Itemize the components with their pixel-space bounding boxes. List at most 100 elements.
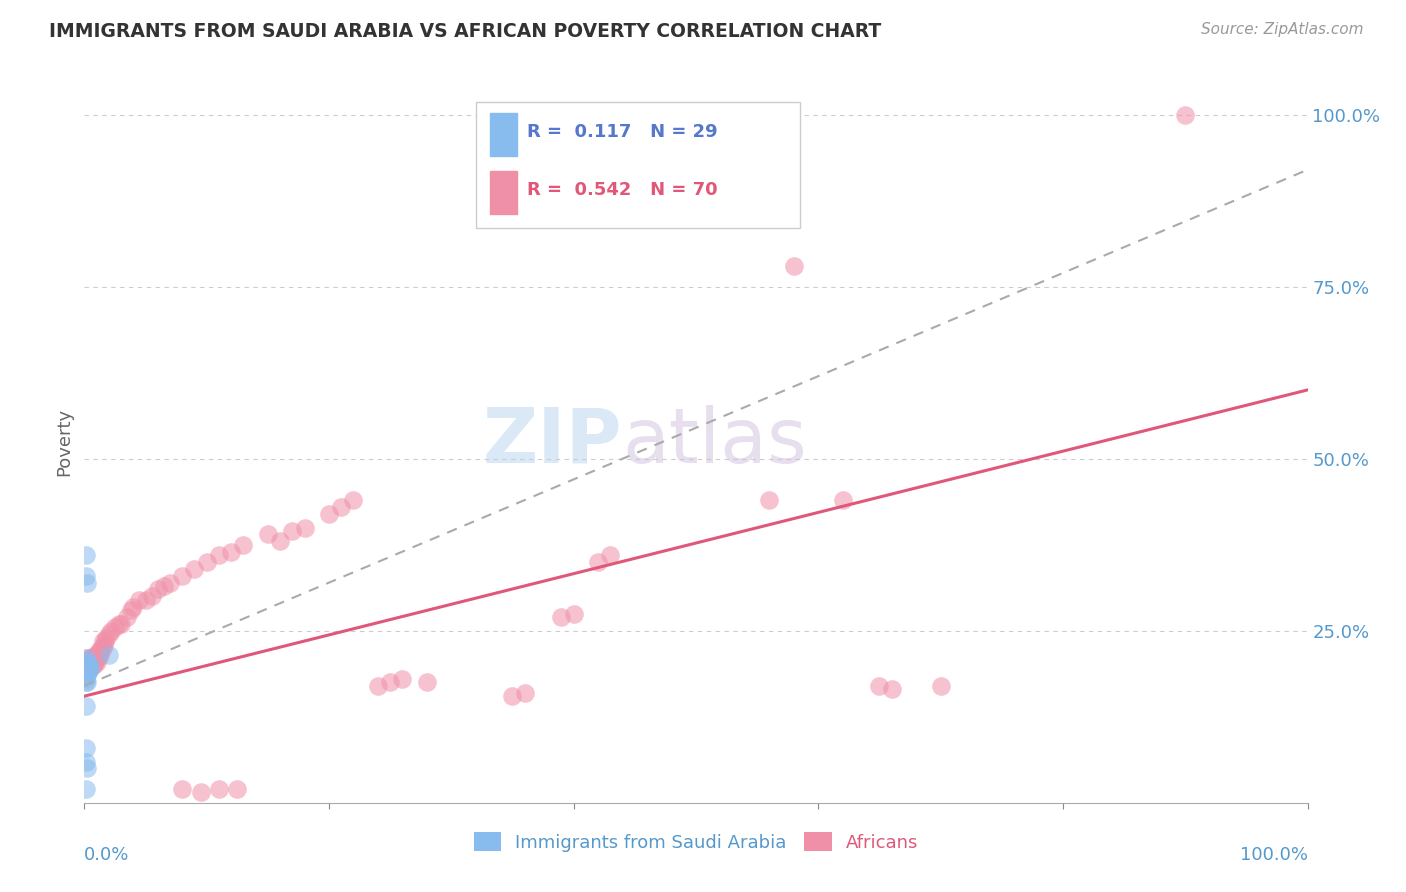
FancyBboxPatch shape [475,102,800,228]
Point [77,658,100,673]
Point [208,782,231,797]
Point [75,651,97,665]
Point [76,662,98,676]
Point [93,638,115,652]
Point [75,740,97,755]
Point [107,616,129,631]
Point [1174,108,1197,122]
Text: ZIP: ZIP [484,405,623,478]
Point [232,538,254,552]
Point [87,648,110,662]
Point [84,655,107,669]
Point [76,761,98,775]
Point [79,662,101,676]
Text: 0.0%: 0.0% [84,847,129,864]
Point [76,668,98,682]
Point [294,520,316,534]
Point [550,610,572,624]
Y-axis label: Poverty: Poverty [55,408,73,475]
Point [76,658,98,673]
Point [97,627,120,641]
Point [141,590,163,604]
Point [75,665,97,679]
Text: Source: ZipAtlas.com: Source: ZipAtlas.com [1201,22,1364,37]
Point [122,599,145,614]
Point [104,620,127,634]
Point [110,616,132,631]
Point [75,568,97,582]
Point [195,555,218,569]
Point [208,548,231,562]
Point [80,651,103,665]
Point [76,662,98,676]
Point [76,575,98,590]
Point [91,640,114,655]
Point [82,655,104,669]
Point [94,634,117,648]
Point [83,651,105,665]
Point [75,658,97,673]
Point [76,655,98,669]
Point [586,555,609,569]
Point [87,644,110,658]
Bar [491,170,517,214]
Text: R =  0.117   N = 29: R = 0.117 N = 29 [527,123,718,141]
Point [75,672,97,686]
Point [75,675,97,690]
Point [96,631,118,645]
Point [391,672,413,686]
Text: IMMIGRANTS FROM SAUDI ARABIA VS AFRICAN POVERTY CORRELATION CHART: IMMIGRANTS FROM SAUDI ARABIA VS AFRICAN … [49,22,882,41]
Point [77,658,100,673]
Bar [491,112,517,156]
Point [330,500,353,514]
Point [89,648,111,662]
Point [159,575,181,590]
Point [77,651,100,665]
Point [226,782,249,797]
Point [82,658,104,673]
Point [172,782,194,797]
Point [219,544,242,558]
Point [120,603,142,617]
Point [79,651,101,665]
Point [79,658,101,673]
Point [75,655,97,669]
Point [100,624,122,638]
Point [80,655,103,669]
Point [367,679,389,693]
Point [135,592,157,607]
Point [190,785,212,799]
Point [269,534,291,549]
Point [83,658,105,673]
Point [115,610,138,624]
Point [758,493,780,508]
Point [183,562,205,576]
Point [97,648,120,662]
Point [146,582,169,597]
Point [513,686,536,700]
Point [76,665,98,679]
Point [416,675,439,690]
Point [929,679,952,693]
Point [87,648,110,662]
Point [502,689,524,703]
Point [84,648,107,662]
Point [599,548,621,562]
Point [77,662,100,676]
Point [77,655,100,669]
Point [75,755,97,769]
Point [75,548,97,562]
Point [77,662,100,676]
Point [153,579,176,593]
Legend: Immigrants from Saudi Arabia, Africans: Immigrants from Saudi Arabia, Africans [467,825,925,859]
Point [880,682,903,697]
Point [77,662,100,676]
Point [562,607,585,621]
Point [75,668,97,682]
Point [89,644,111,658]
Point [75,782,97,797]
Point [86,655,108,669]
Point [77,665,100,679]
Point [318,507,340,521]
Point [380,675,402,690]
